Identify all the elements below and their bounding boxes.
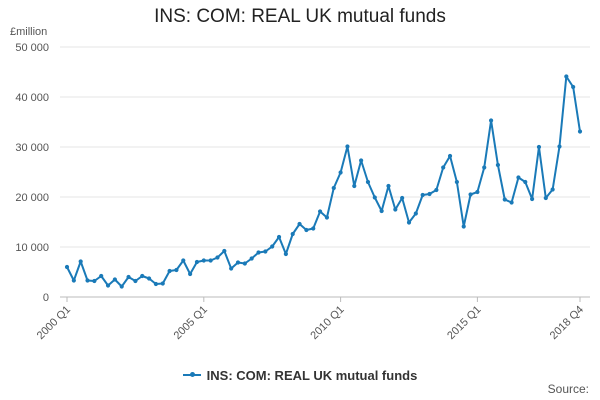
y-tick-label: 40 000 bbox=[15, 92, 49, 104]
data-point[interactable] bbox=[393, 207, 398, 212]
data-point[interactable] bbox=[167, 268, 172, 274]
data-point[interactable] bbox=[181, 258, 186, 263]
data-point[interactable] bbox=[324, 215, 330, 220]
data-point[interactable] bbox=[502, 197, 507, 202]
source-label: Source: bbox=[547, 382, 589, 396]
data-point[interactable] bbox=[482, 165, 487, 170]
x-tick-label: 2015 Q1 bbox=[445, 304, 483, 342]
data-point[interactable] bbox=[447, 153, 453, 159]
data-point[interactable] bbox=[536, 144, 542, 150]
data-point[interactable] bbox=[276, 234, 282, 240]
data-point[interactable] bbox=[413, 211, 418, 216]
data-point[interactable] bbox=[256, 250, 261, 255]
data-point[interactable] bbox=[461, 224, 466, 229]
x-tick-label: 2010 Q1 bbox=[308, 304, 346, 342]
chart-title: INS: COM: REAL UK mutual funds bbox=[154, 6, 446, 27]
data-point[interactable] bbox=[523, 179, 528, 185]
data-point[interactable] bbox=[153, 281, 159, 287]
y-tick-label: 10 000 bbox=[15, 242, 49, 254]
data-point[interactable] bbox=[454, 179, 459, 185]
legend-label: INS: COM: REAL UK mutual funds bbox=[206, 367, 418, 383]
data-point[interactable] bbox=[133, 278, 138, 284]
y-axis-ticks: 0 10 000 20 000 30 000 40 000 50 000 bbox=[15, 42, 49, 304]
data-point[interactable] bbox=[146, 276, 152, 281]
data-point[interactable] bbox=[317, 209, 323, 214]
data-point[interactable] bbox=[119, 284, 124, 289]
series-layer bbox=[64, 74, 583, 289]
data-point[interactable] bbox=[516, 175, 521, 180]
legend-line-marker-icon bbox=[182, 372, 201, 377]
data-point[interactable] bbox=[345, 144, 350, 149]
data-point[interactable] bbox=[201, 258, 206, 263]
data-point[interactable] bbox=[386, 183, 391, 189]
data-point[interactable] bbox=[188, 271, 193, 277]
data-point[interactable] bbox=[365, 179, 371, 185]
data-point[interactable] bbox=[290, 231, 295, 237]
data-point[interactable] bbox=[441, 165, 446, 170]
data-point[interactable] bbox=[242, 261, 247, 266]
data-point[interactable] bbox=[71, 278, 76, 283]
data-point[interactable] bbox=[550, 187, 555, 192]
data-point[interactable] bbox=[92, 278, 97, 284]
data-point[interactable] bbox=[85, 278, 90, 283]
y-tick-label: 50 000 bbox=[15, 42, 49, 54]
data-point[interactable] bbox=[208, 258, 213, 263]
data-point[interactable] bbox=[577, 129, 583, 134]
data-point[interactable] bbox=[222, 248, 227, 254]
data-point[interactable] bbox=[140, 273, 145, 279]
data-point[interactable] bbox=[235, 260, 241, 265]
data-point[interactable] bbox=[564, 74, 569, 79]
data-point[interactable] bbox=[331, 185, 336, 191]
data-point[interactable] bbox=[304, 227, 309, 233]
data-point[interactable] bbox=[557, 144, 562, 149]
data-point[interactable] bbox=[359, 158, 364, 163]
data-point[interactable] bbox=[495, 162, 501, 168]
data-point[interactable] bbox=[475, 189, 480, 195]
series-line bbox=[66, 75, 581, 288]
data-point[interactable] bbox=[105, 283, 111, 288]
y-tick-label: 30 000 bbox=[15, 142, 49, 154]
data-point[interactable] bbox=[352, 183, 357, 189]
data-point[interactable] bbox=[372, 195, 377, 200]
data-point[interactable] bbox=[249, 256, 254, 261]
data-point[interactable] bbox=[338, 170, 343, 175]
y-tick-label: 20 000 bbox=[15, 192, 49, 204]
x-tick-label: 2018 Q4 bbox=[548, 304, 586, 342]
gridlines bbox=[60, 46, 590, 248]
data-point[interactable] bbox=[488, 118, 494, 123]
data-point[interactable] bbox=[112, 277, 117, 282]
y-tick-label: 0 bbox=[43, 292, 49, 304]
data-point[interactable] bbox=[263, 249, 268, 254]
data-point[interactable] bbox=[160, 281, 165, 286]
data-point[interactable] bbox=[509, 200, 514, 205]
data-point[interactable] bbox=[297, 221, 302, 227]
x-tick-label: 2005 Q1 bbox=[172, 304, 210, 342]
data-point[interactable] bbox=[215, 255, 220, 260]
data-point[interactable] bbox=[379, 208, 384, 214]
data-point[interactable] bbox=[400, 195, 405, 201]
x-axis-ticks: 2000 Q1 2005 Q1 2010 Q1 2015 Q1 2018 Q4 bbox=[35, 297, 586, 342]
data-point[interactable] bbox=[530, 196, 535, 202]
data-point[interactable] bbox=[427, 191, 432, 197]
data-point[interactable] bbox=[270, 244, 275, 249]
data-point[interactable] bbox=[174, 267, 179, 273]
data-point[interactable] bbox=[126, 274, 131, 280]
data-point[interactable] bbox=[571, 84, 576, 90]
data-point[interactable] bbox=[434, 187, 439, 193]
data-point[interactable] bbox=[311, 226, 316, 231]
data-point[interactable] bbox=[543, 195, 548, 201]
data-point[interactable] bbox=[194, 259, 200, 265]
data-point[interactable] bbox=[420, 192, 425, 198]
data-point[interactable] bbox=[99, 273, 104, 279]
y-axis-unit-label: £million bbox=[10, 26, 47, 38]
data-point[interactable] bbox=[78, 259, 83, 264]
data-point[interactable] bbox=[406, 220, 412, 225]
data-point[interactable] bbox=[283, 251, 288, 257]
legend[interactable]: INS: COM: REAL UK mutual funds bbox=[0, 364, 600, 383]
data-point[interactable] bbox=[468, 192, 473, 197]
data-point[interactable] bbox=[229, 266, 234, 271]
data-point[interactable] bbox=[64, 264, 70, 270]
x-tick-label: 2000 Q1 bbox=[35, 304, 73, 342]
